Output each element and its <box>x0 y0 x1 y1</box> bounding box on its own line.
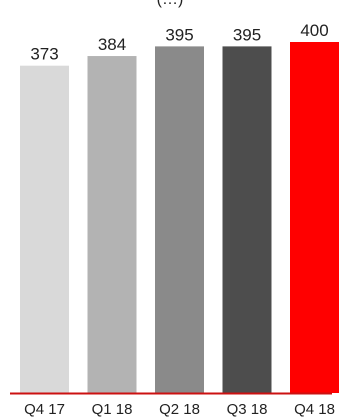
category-label: Q2 18 <box>159 401 200 418</box>
value-label: 400 <box>300 21 328 40</box>
category-labels-group: Q4 17 Q1 18 Q2 18 Q3 18 Q4 18 <box>24 401 335 418</box>
bar-q4-18 <box>290 42 339 393</box>
bar-q2-18 <box>155 46 204 393</box>
value-label: 395 <box>233 25 261 44</box>
value-labels-group: 373 384 395 395 400 <box>30 21 328 64</box>
bar-q3-18 <box>222 46 272 393</box>
value-label: 384 <box>98 35 126 54</box>
value-label: 373 <box>30 45 58 64</box>
category-label: Q1 18 <box>92 401 133 418</box>
category-label: Q3 18 <box>227 401 268 418</box>
value-label: 395 <box>165 25 193 44</box>
bar-q4-17 <box>20 65 69 393</box>
bars-group <box>20 42 339 393</box>
category-label: Q4 17 <box>24 401 65 418</box>
category-label: Q4 18 <box>294 401 335 418</box>
chart-title: (…) <box>157 0 184 8</box>
bar-q1-18 <box>87 56 137 393</box>
